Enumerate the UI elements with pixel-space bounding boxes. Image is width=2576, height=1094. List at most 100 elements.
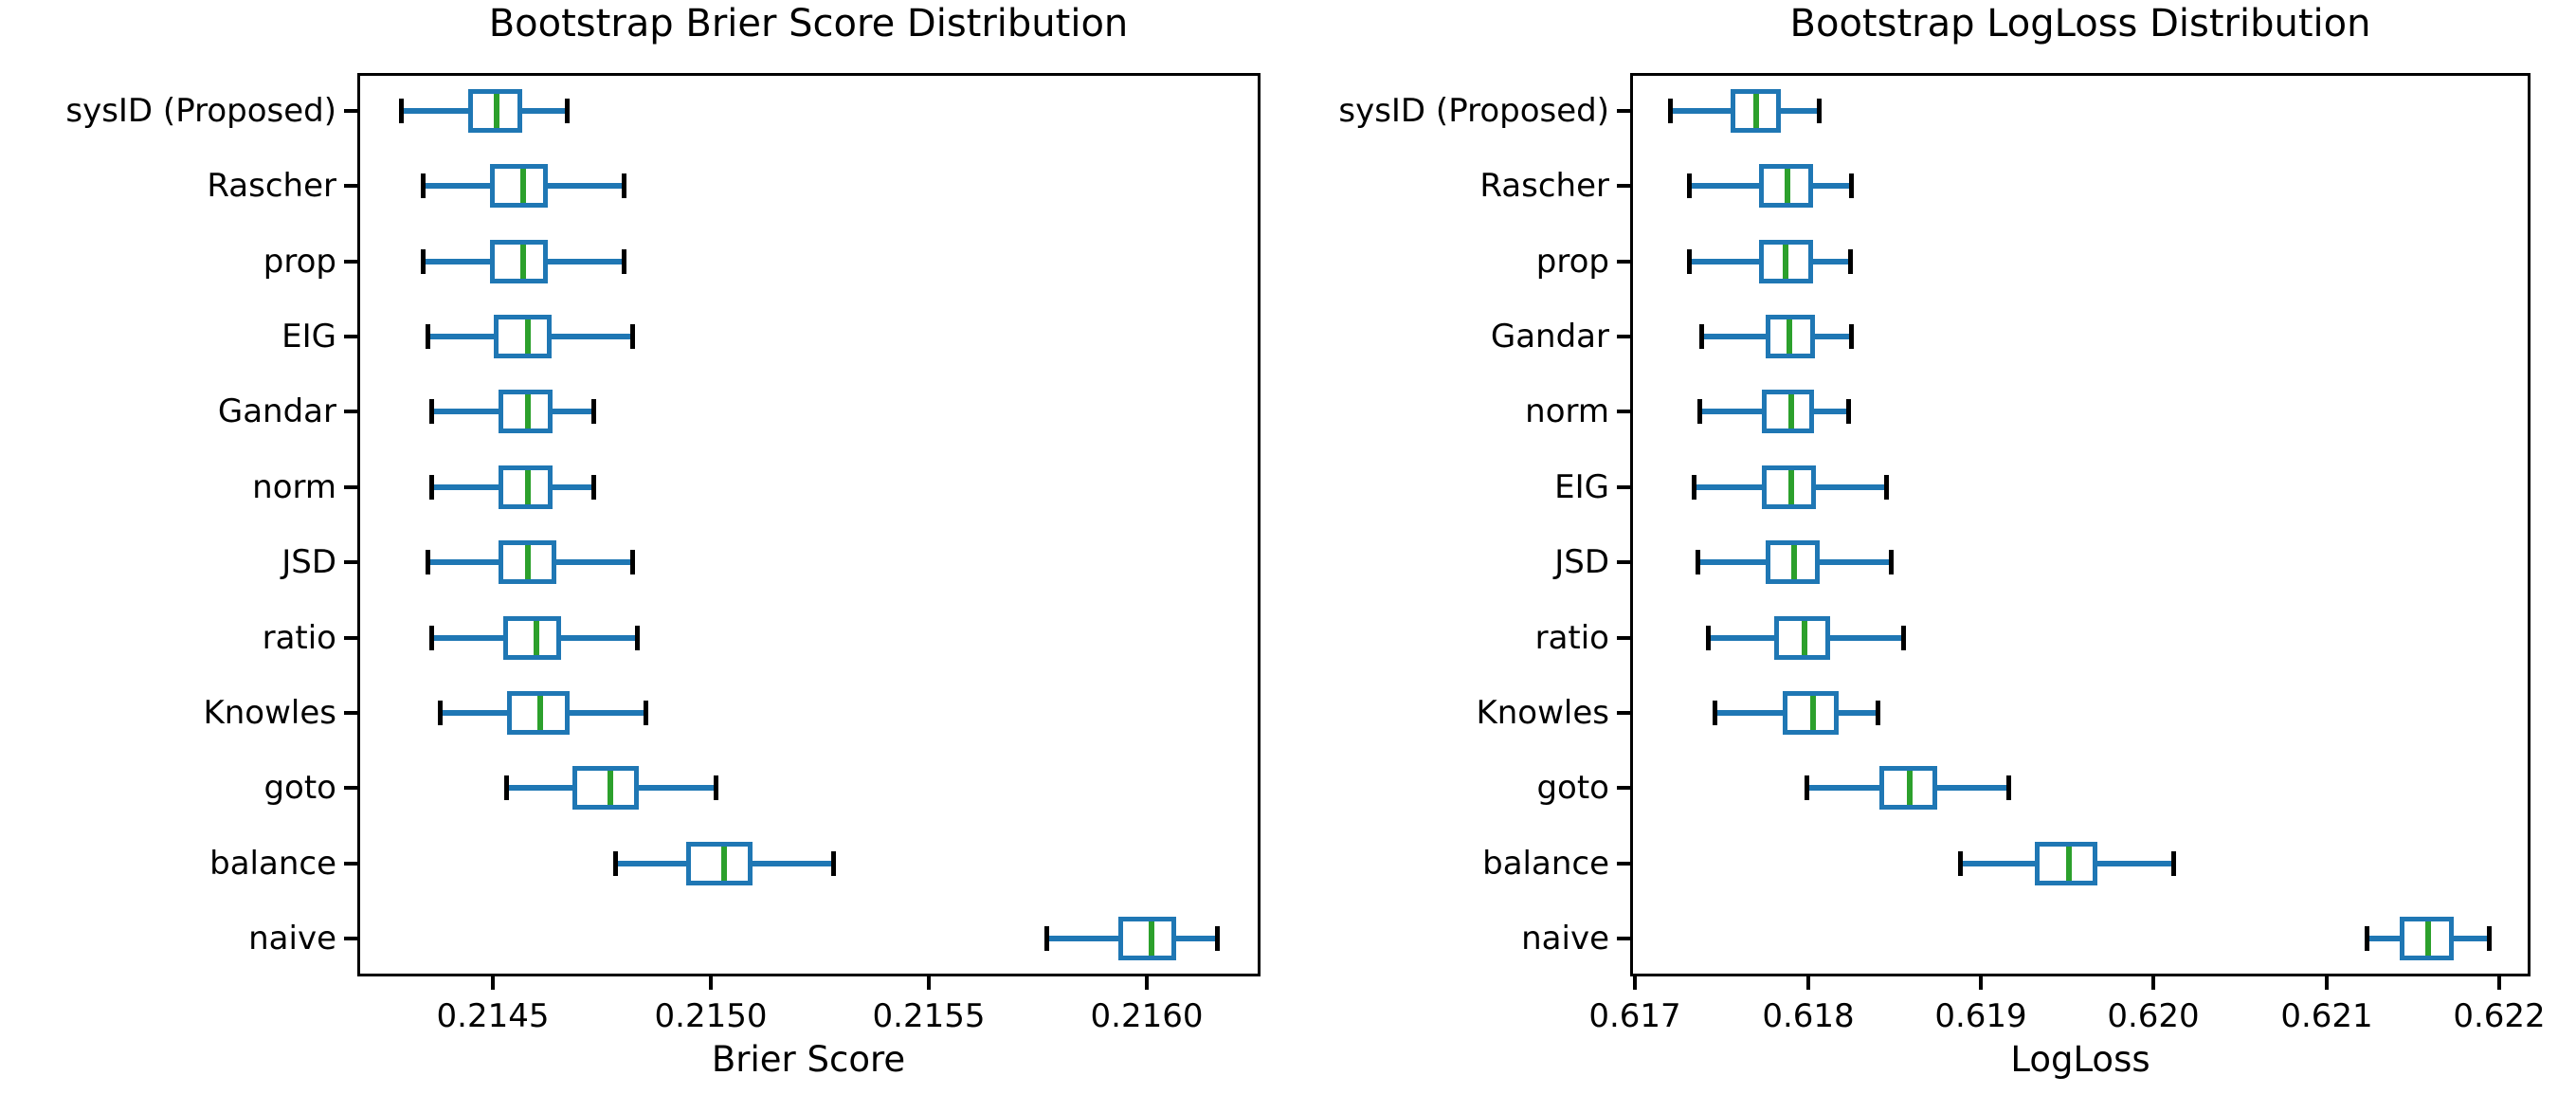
whisker-cap-low [613, 851, 618, 876]
y-tick-label: sysID (Proposed) [1338, 92, 1609, 130]
x-tick-label: 0.617 [1588, 997, 1681, 1035]
y-tick-mark [1617, 937, 1630, 940]
y-tick-mark [1617, 560, 1630, 564]
whisker-cap-high [714, 775, 718, 800]
x-tick-label: 0.622 [2453, 997, 2546, 1035]
y-tick-mark [344, 184, 357, 188]
whisker-cap-high [1876, 701, 1880, 725]
whisker-cap-high [630, 324, 635, 349]
box [1762, 390, 1814, 433]
whisker-cap-high [1848, 249, 1853, 274]
y-tick-mark [1617, 711, 1630, 715]
y-tick-mark [1617, 184, 1630, 188]
median-line [1785, 169, 1790, 203]
y-tick-label: JSD [281, 543, 336, 581]
x-tick-mark [1806, 976, 1810, 990]
median-line [520, 169, 526, 203]
median-line [494, 94, 499, 128]
y-tick-label: Gandar [1490, 318, 1609, 356]
y-tick-mark [1617, 786, 1630, 790]
median-line [1753, 94, 1759, 128]
median-line [1787, 319, 1792, 354]
whisker-cap-low [429, 399, 434, 424]
whisker-cap-low [426, 324, 430, 349]
whisker-cap-low [2365, 926, 2369, 951]
y-tick-label: goto [263, 769, 336, 807]
y-tick-mark [344, 485, 357, 489]
median-line [525, 319, 531, 354]
whisker-cap-high [1817, 99, 1822, 123]
whisker-cap-high [1849, 324, 1854, 349]
y-tick-label: prop [1535, 243, 1609, 281]
y-tick-mark [344, 410, 357, 413]
median-line [2425, 921, 2431, 956]
whisker-cap-low [399, 99, 404, 123]
x-tick-label: 0.619 [1934, 997, 2027, 1035]
box [686, 842, 753, 885]
whisker-cap-high [2006, 775, 2011, 800]
median-line [1907, 771, 1913, 805]
x-tick-label: 0.621 [2280, 997, 2373, 1035]
whisker-cap-high [1215, 926, 1220, 951]
median-line [1783, 245, 1788, 279]
y-tick-label: naive [1521, 920, 1609, 957]
median-line [608, 771, 613, 805]
plot-title: Bootstrap LogLoss Distribution [1789, 2, 2371, 46]
y-tick-mark [1617, 335, 1630, 338]
whisker-cap-low [438, 701, 443, 725]
whisker-cap-low [1044, 926, 1049, 951]
median-line [1788, 470, 1794, 504]
y-tick-mark [344, 335, 357, 338]
median-line [1791, 545, 1797, 579]
y-tick-label: Knowles [1476, 694, 1609, 732]
whisker-cap-high [591, 475, 596, 500]
whisker-cap-low [1805, 775, 1809, 800]
whisker-cap-low [1687, 249, 1692, 274]
y-tick-mark [1617, 485, 1630, 489]
x-tick-label: 0.2160 [1090, 997, 1204, 1035]
whisker-cap-high [1884, 475, 1889, 500]
whisker-cap-high [831, 851, 836, 876]
whisker-cap-low [1668, 99, 1673, 123]
x-tick-label: 0.2145 [436, 997, 550, 1035]
x-tick-mark [2325, 976, 2329, 990]
whisker-cap-low [1958, 851, 1963, 876]
whisker-cap-high [2487, 926, 2492, 951]
whisker-cap-high [644, 701, 648, 725]
y-tick-mark [344, 711, 357, 715]
whisker-cap-low [504, 775, 509, 800]
y-tick-label: Gandar [217, 392, 336, 430]
whisker-cap-high [1849, 173, 1854, 198]
median-line [520, 245, 526, 279]
x-tick-label: 0.2150 [654, 997, 768, 1035]
y-tick-mark [344, 109, 357, 113]
whisker-cap-high [2171, 851, 2176, 876]
whisker-cap-high [630, 550, 635, 574]
whisker-cap-high [622, 249, 626, 274]
y-tick-label: norm [252, 468, 336, 506]
y-tick-label: balance [1482, 845, 1609, 883]
y-tick-mark [344, 560, 357, 564]
box [490, 240, 548, 283]
y-tick-mark [344, 786, 357, 790]
whisker-cap-high [565, 99, 570, 123]
whisker-cap-high [1889, 550, 1894, 574]
y-tick-label: Rascher [207, 167, 336, 205]
x-tick-mark [927, 976, 931, 990]
box [572, 766, 639, 810]
box [490, 164, 548, 208]
whisker-cap-high [1846, 399, 1851, 424]
x-tick-mark [1979, 976, 1983, 990]
axes-frame [357, 73, 1261, 976]
median-line [2066, 847, 2072, 881]
y-tick-label: EIG [1554, 468, 1609, 506]
median-line [1149, 921, 1154, 956]
box [494, 315, 552, 358]
x-tick-label: 0.618 [1762, 997, 1855, 1035]
whisker-cap-low [426, 550, 430, 574]
y-tick-mark [344, 937, 357, 940]
y-tick-label: EIG [281, 318, 336, 356]
median-line [525, 470, 531, 504]
